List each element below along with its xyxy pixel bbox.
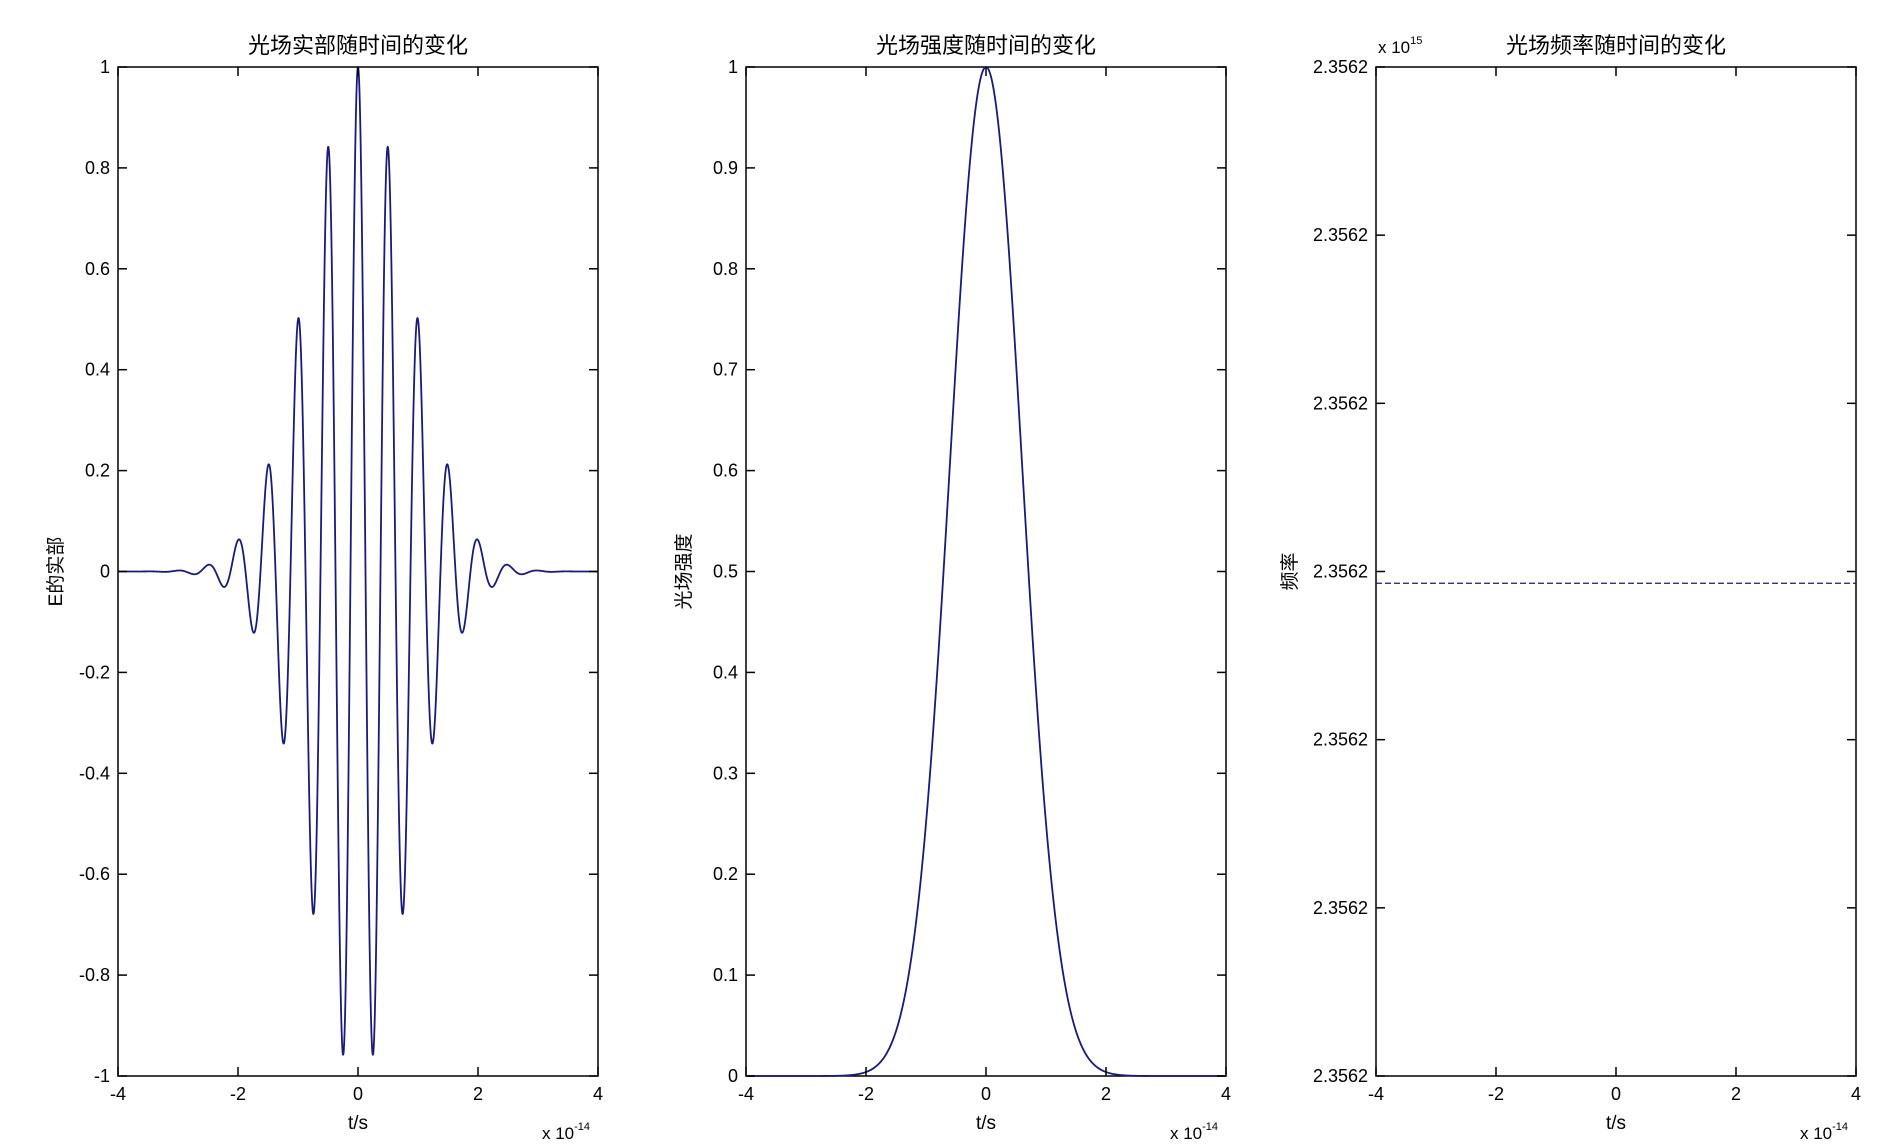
series-line-1	[745, 66, 1227, 1077]
x-exponent-base: x 10	[542, 1124, 574, 1143]
x-exponent-power: -14	[1832, 1121, 1848, 1133]
chart-title: 光场频率随时间的变化	[1506, 33, 1726, 58]
y-axis-label: E的实部	[45, 537, 67, 607]
y-tick-label: 0.8	[713, 259, 738, 279]
y-tick-label: 0.6	[85, 259, 110, 279]
x-tick-label: -2	[1488, 1084, 1504, 1104]
x-tick-label: -4	[110, 1084, 126, 1104]
y-tick-label: 0.7	[713, 360, 738, 380]
y-exponent-label: x 1015	[1378, 35, 1422, 57]
y-tick-label: 0.8	[85, 158, 110, 178]
x-tick-label: -4	[1368, 1084, 1384, 1104]
y-tick-label: 0.6	[713, 461, 738, 481]
y-tick-label: -0.2	[79, 662, 110, 682]
x-exponent-label: x 10-14	[1170, 1121, 1218, 1143]
x-axis-label: t/s	[1606, 1113, 1626, 1134]
x-tick-label: -2	[230, 1084, 246, 1104]
x-tick-label: 2	[1101, 1084, 1111, 1104]
y-tick-label: 2.3562	[1313, 225, 1368, 245]
y-tick-label: 1	[728, 57, 738, 77]
x-tick-label: 4	[593, 1084, 603, 1104]
y-tick-label: 2.3562	[1313, 57, 1368, 77]
y-tick-label: 2.3562	[1313, 562, 1368, 582]
x-tick-label: 2	[1731, 1084, 1741, 1104]
y-exponent-base: x 10	[1378, 38, 1410, 57]
x-exponent-label: x 10-14	[542, 1121, 590, 1143]
x-axis-label: t/s	[348, 1113, 368, 1134]
y-tick-label: 0.5	[713, 562, 738, 582]
y-tick-label: -1	[94, 1066, 110, 1086]
x-exponent-power: -14	[574, 1121, 590, 1133]
y-tick-label: 0.4	[85, 360, 110, 380]
chart-panel-1: -4 -2 0 2 4 -1 -0.8 -0.6 -0.4 -0.2 0 0.2 0.4 0.6 0.8 1 光…	[45, 33, 603, 1143]
x-tick-label: 0	[1611, 1084, 1621, 1104]
x-tick-label: -2	[858, 1084, 874, 1104]
y-tick-label: 0.4	[713, 662, 738, 682]
x-tick-label: 4	[1851, 1084, 1861, 1104]
y-axis-label: 频率	[1279, 552, 1301, 590]
y-tick-label: 0.1	[713, 965, 738, 985]
x-exponent-label: x 10-14	[1800, 1121, 1848, 1143]
y-tick-label: -0.4	[79, 763, 110, 783]
x-exponent-base: x 10	[1170, 1124, 1202, 1143]
x-tick-label: 4	[1221, 1084, 1231, 1104]
x-axis-label: t/s	[976, 1113, 996, 1134]
y-tick-label: 2.3562	[1313, 1066, 1368, 1086]
x-tick-label: 0	[353, 1084, 363, 1104]
y-tick-label: 0.9	[713, 158, 738, 178]
x-tick-label: 0	[981, 1084, 991, 1104]
y-tick-label: 2.3562	[1313, 898, 1368, 918]
y-tick-label: 0.3	[713, 763, 738, 783]
x-exponent-power: -14	[1202, 1121, 1218, 1133]
series-line-1	[117, 66, 599, 1056]
y-tick-label: 1	[100, 57, 110, 77]
y-tick-label: 0	[100, 562, 110, 582]
x-exponent-base: x 10	[1800, 1124, 1832, 1143]
x-tick-label: 2	[473, 1084, 483, 1104]
y-tick-label: 0.2	[713, 864, 738, 884]
chart-title: 光场实部随时间的变化	[248, 33, 468, 58]
chart-panel-3: -4 -2 0 2 4 2.3562 2.3562 2.3562 2.3562 2.3562 2.3…	[1279, 33, 1861, 1143]
x-tick-label: -4	[738, 1084, 754, 1104]
y-tick-label: -0.6	[79, 864, 110, 884]
axes-frame	[745, 66, 1227, 1077]
y-tick-label: 0.2	[85, 461, 110, 481]
y-tick-label: 2.3562	[1313, 393, 1368, 413]
y-axis-label: 光场强度	[673, 533, 695, 609]
y-exponent-power: 15	[1410, 35, 1422, 47]
chart-panel-2: -4 -2 0 2 4 0 0.1 0.2 0.3 0.4 0.5 0.6 0.7 0.8 0.9 1 光场强度…	[673, 33, 1231, 1143]
axes-frame	[117, 66, 599, 1077]
y-tick-label: 0	[728, 1066, 738, 1086]
chart-title: 光场强度随时间的变化	[876, 33, 1096, 58]
y-tick-label: -0.8	[79, 965, 110, 985]
axes-frame	[1375, 66, 1857, 1077]
y-tick-label: 2.3562	[1313, 730, 1368, 750]
